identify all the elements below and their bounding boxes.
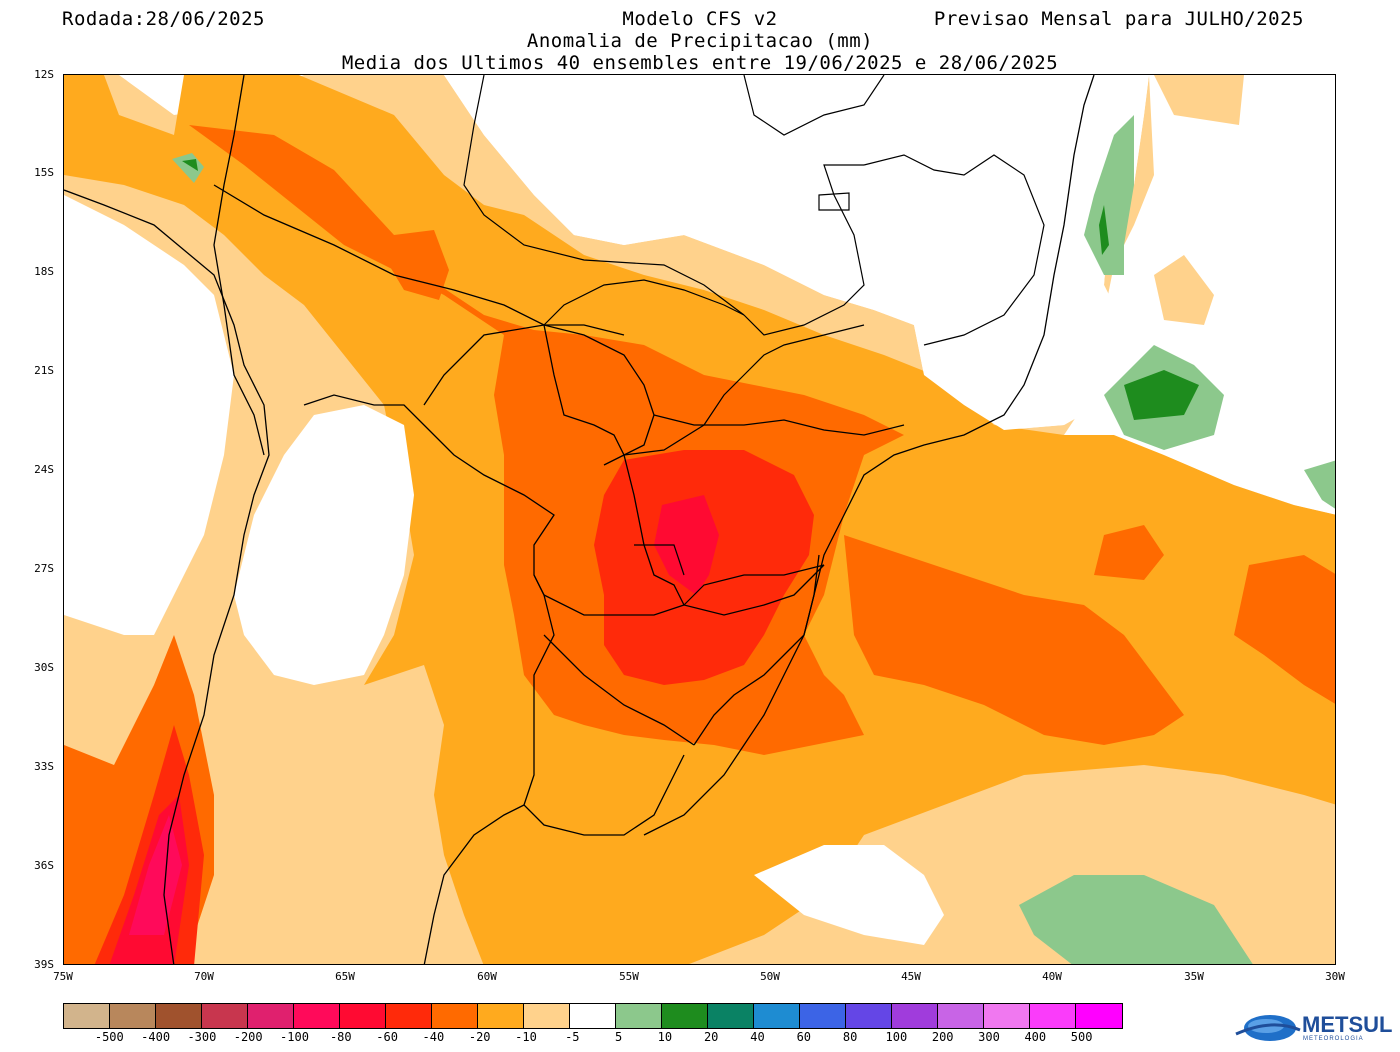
anomaly-zone-neutral-north (444, 75, 1149, 430)
colorbar-tick-label: -500 (94, 1030, 124, 1044)
lon-label-45w: 45W (901, 970, 921, 983)
anomaly-zone-neutral-west (64, 195, 234, 635)
anomaly-zone-neutral-south (754, 845, 944, 945)
colorbar-swatch (846, 1004, 892, 1028)
colorbar-tick-label: -100 (280, 1030, 309, 1044)
colorbar-swatch (1076, 1004, 1122, 1028)
country-borders (64, 75, 825, 964)
state-borders (463, 75, 1045, 606)
lat-label-18s: 18S (34, 265, 54, 278)
colorbar-swatch (570, 1004, 616, 1028)
metsul-logo-subtitle: METEOROLOGIA (1303, 1036, 1364, 1042)
colorbar-tick-label: 60 (796, 1030, 812, 1044)
colorbar-tick-label: -20 (468, 1030, 491, 1044)
lon-label-75w: 75W (53, 970, 73, 983)
lat-label-30s: 30S (34, 661, 54, 674)
map-canvas (64, 75, 1335, 964)
lon-label-70w: 70W (194, 970, 214, 983)
anomaly-band-dark-orange-east (844, 535, 1184, 745)
colorbar-swatch (340, 1004, 386, 1028)
anomaly-positive-light-green-4 (1019, 875, 1253, 964)
colorbar-swatch (478, 1004, 524, 1028)
anomaly-positive-light-green-3 (1304, 460, 1335, 509)
metsul-logo-text: METSUL (1302, 1012, 1393, 1037)
lon-label-50w: 50W (760, 970, 780, 983)
colorbar-swatch (754, 1004, 800, 1028)
lat-label-15s: 15S (34, 166, 54, 179)
colorbar-swatch (432, 1004, 478, 1028)
colorbar-tick-label: 400 (1024, 1030, 1047, 1044)
forecast-title: Previsao Mensal para JULHO/2025 (933, 8, 1304, 30)
colorbar-swatch (524, 1004, 570, 1028)
colorbar-swatch (156, 1004, 202, 1028)
variable-title: Anomalia de Precipitacao (mm) (526, 30, 874, 52)
anomaly-positive-green-1 (1124, 370, 1199, 420)
lon-label-35w: 35W (1184, 970, 1204, 983)
precipitation-anomaly-map (63, 74, 1336, 965)
colorbar-tick-label: 5 (614, 1030, 623, 1044)
anomaly-positive-green-2 (1099, 205, 1109, 255)
lon-label-55w: 55W (619, 970, 639, 983)
colorbar-swatch (892, 1004, 938, 1028)
lon-label-65w: 65W (335, 970, 355, 983)
colorbar-tick-label: 300 (978, 1030, 1000, 1044)
metsul-logo (1235, 1015, 1301, 1041)
colorbar-swatch (708, 1004, 754, 1028)
colorbar-tick-label: -40 (422, 1030, 445, 1044)
anomaly-zone-neutral-central (234, 405, 414, 685)
run-date-label: Rodada:28/06/2025 (62, 8, 265, 30)
colorbar-swatch (616, 1004, 662, 1028)
colorbar-legend (63, 1003, 1123, 1029)
anomaly-band-light-ne (1154, 75, 1244, 125)
colorbar-tick-label: -300 (187, 1030, 217, 1044)
colorbar-tick-label: 80 (842, 1030, 858, 1044)
anomaly-band-dark-orange-spot2 (1094, 525, 1164, 580)
lat-label-36s: 36S (34, 859, 54, 872)
ensemble-subtitle: Media dos Ultimos 40 ensembles entre 19/… (341, 52, 1059, 74)
colorbar-swatch (938, 1004, 984, 1028)
lat-label-24s: 24S (34, 463, 54, 476)
lat-label-21s: 21S (34, 364, 54, 377)
colorbar-swatch (800, 1004, 846, 1028)
colorbar-tick-label: -60 (376, 1030, 398, 1044)
colorbar-tick-label: 100 (885, 1030, 908, 1044)
colorbar-tick-label: 20 (703, 1030, 719, 1044)
colorbar-swatch (64, 1004, 110, 1028)
lon-label-30w: 30W (1325, 970, 1345, 983)
colorbar-tick-label: -5 (565, 1030, 580, 1044)
colorbar-swatch (294, 1004, 340, 1028)
anomaly-band-dark-orange-blob (389, 230, 449, 300)
colorbar-tick-label: 40 (750, 1030, 765, 1044)
model-title: Modelo CFS v2 (622, 8, 778, 30)
colorbar-swatch (248, 1004, 294, 1028)
lon-label-60w: 60W (477, 970, 497, 983)
anomaly-band-dark-orange-spot (1234, 555, 1335, 704)
colorbar-tick-label: -400 (141, 1030, 171, 1044)
colorbar-swatch (662, 1004, 708, 1028)
colorbar-swatch (1030, 1004, 1076, 1028)
colorbar-tick-label: 200 (931, 1030, 954, 1044)
colorbar-tick-label: 10 (657, 1030, 673, 1044)
colorbar-tick-label: -200 (233, 1030, 263, 1044)
lat-label-33s: 33S (34, 760, 54, 773)
colorbar-swatch (110, 1004, 156, 1028)
anomaly-positive-green-5 (182, 159, 198, 171)
lat-label-39s: 39S (34, 958, 54, 971)
anomaly-positive-light-green-2 (1084, 115, 1134, 275)
coastline (643, 75, 1095, 836)
anomaly-band-light-east (1154, 255, 1214, 325)
lat-label-12s: 12S (34, 68, 54, 81)
lat-label-27s: 27S (34, 562, 54, 575)
lon-label-40w: 40W (1042, 970, 1062, 983)
colorbar-tick-label: 500 (1070, 1030, 1093, 1044)
anomaly-band-deep-red (654, 495, 719, 595)
colorbar-swatch (386, 1004, 432, 1028)
colorbar-tick-label: -80 (329, 1030, 352, 1044)
colorbar-tick-label: -10 (515, 1030, 537, 1044)
colorbar-swatch (202, 1004, 248, 1028)
colorbar-swatch (984, 1004, 1030, 1028)
